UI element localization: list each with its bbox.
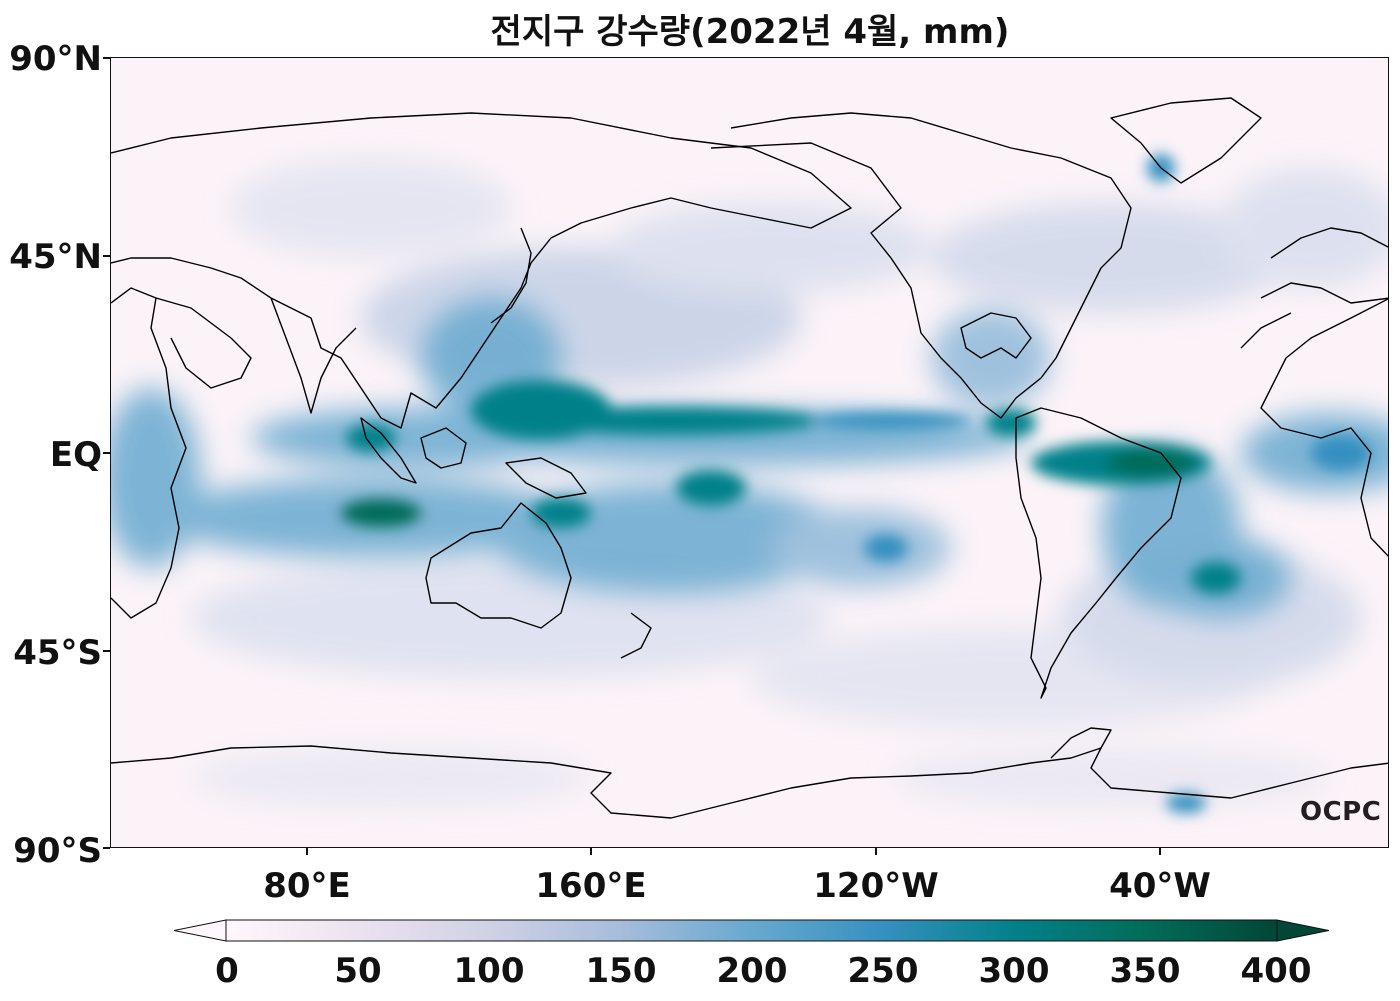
coast-new-guinea [505, 457, 587, 499]
x-label-80e: 80°E [263, 866, 351, 906]
coast-west-africa [1260, 298, 1388, 557]
coast-borneo [420, 427, 467, 469]
x-label-120w: 120°W [813, 866, 939, 906]
y-label-45s: 45°S [13, 633, 102, 673]
colorbar-body [225, 919, 1278, 942]
coast-greenland [1110, 97, 1262, 184]
coast-south-america [1015, 407, 1182, 699]
coastlines [111, 97, 1388, 819]
colorbar-tick-350: 350 [1109, 951, 1181, 991]
y-label-90s: 90°S [13, 831, 102, 871]
coast-arabia [155, 297, 252, 389]
precipitation-map [110, 57, 1389, 848]
colorbar-tick-400: 400 [1240, 951, 1312, 991]
colorbar-tick-50: 50 [334, 951, 382, 991]
y-tick-90s [103, 847, 110, 849]
coast-new-zealand [620, 612, 652, 659]
colorbar-tick-0: 0 [215, 951, 239, 991]
x-label-40w: 40°W [1109, 866, 1211, 906]
coast-antarctic-peninsula [1050, 727, 1112, 759]
x-tick-80e [306, 848, 308, 855]
x-label-160e: 160°E [535, 866, 647, 906]
precipitation-map-svg [111, 58, 1388, 847]
colorbar [174, 919, 1329, 942]
y-label-45n: 45°N [9, 237, 102, 277]
coast-antarctica [111, 745, 1388, 819]
map-title: 전지구 강수량(2022년 4월, mm) [490, 12, 1010, 52]
x-tick-40w [1159, 848, 1161, 855]
coast-north-america [710, 112, 1132, 419]
y-tick-45s [103, 650, 110, 652]
colorbar-tick-100: 100 [453, 951, 525, 991]
coast-gulf-mexico [960, 312, 1032, 359]
y-label-eq: EQ [49, 435, 102, 475]
colorbar-tick-150: 150 [585, 951, 657, 991]
coast-eurasia [111, 112, 852, 429]
y-tick-eq [103, 452, 110, 454]
colorbar-tick-200: 200 [716, 951, 788, 991]
ocpc-watermark: OCPC [1300, 797, 1382, 827]
coast-indonesia-sumatra [360, 417, 417, 484]
colorbar-extend-max [1276, 919, 1329, 942]
y-tick-90n [103, 57, 110, 59]
coast-europe [1240, 227, 1388, 349]
y-tick-45n [103, 255, 110, 257]
colorbar-tick-300: 300 [978, 951, 1050, 991]
x-tick-160e [590, 848, 592, 855]
coast-australia [425, 502, 572, 629]
colorbar-extend-min [174, 919, 227, 942]
x-tick-120w [875, 848, 877, 855]
y-label-90n: 90°N [9, 39, 102, 79]
colorbar-tick-250: 250 [847, 951, 919, 991]
coast-japan [490, 227, 532, 324]
precip-light-layer [191, 158, 1388, 808]
coast-india [270, 297, 357, 414]
